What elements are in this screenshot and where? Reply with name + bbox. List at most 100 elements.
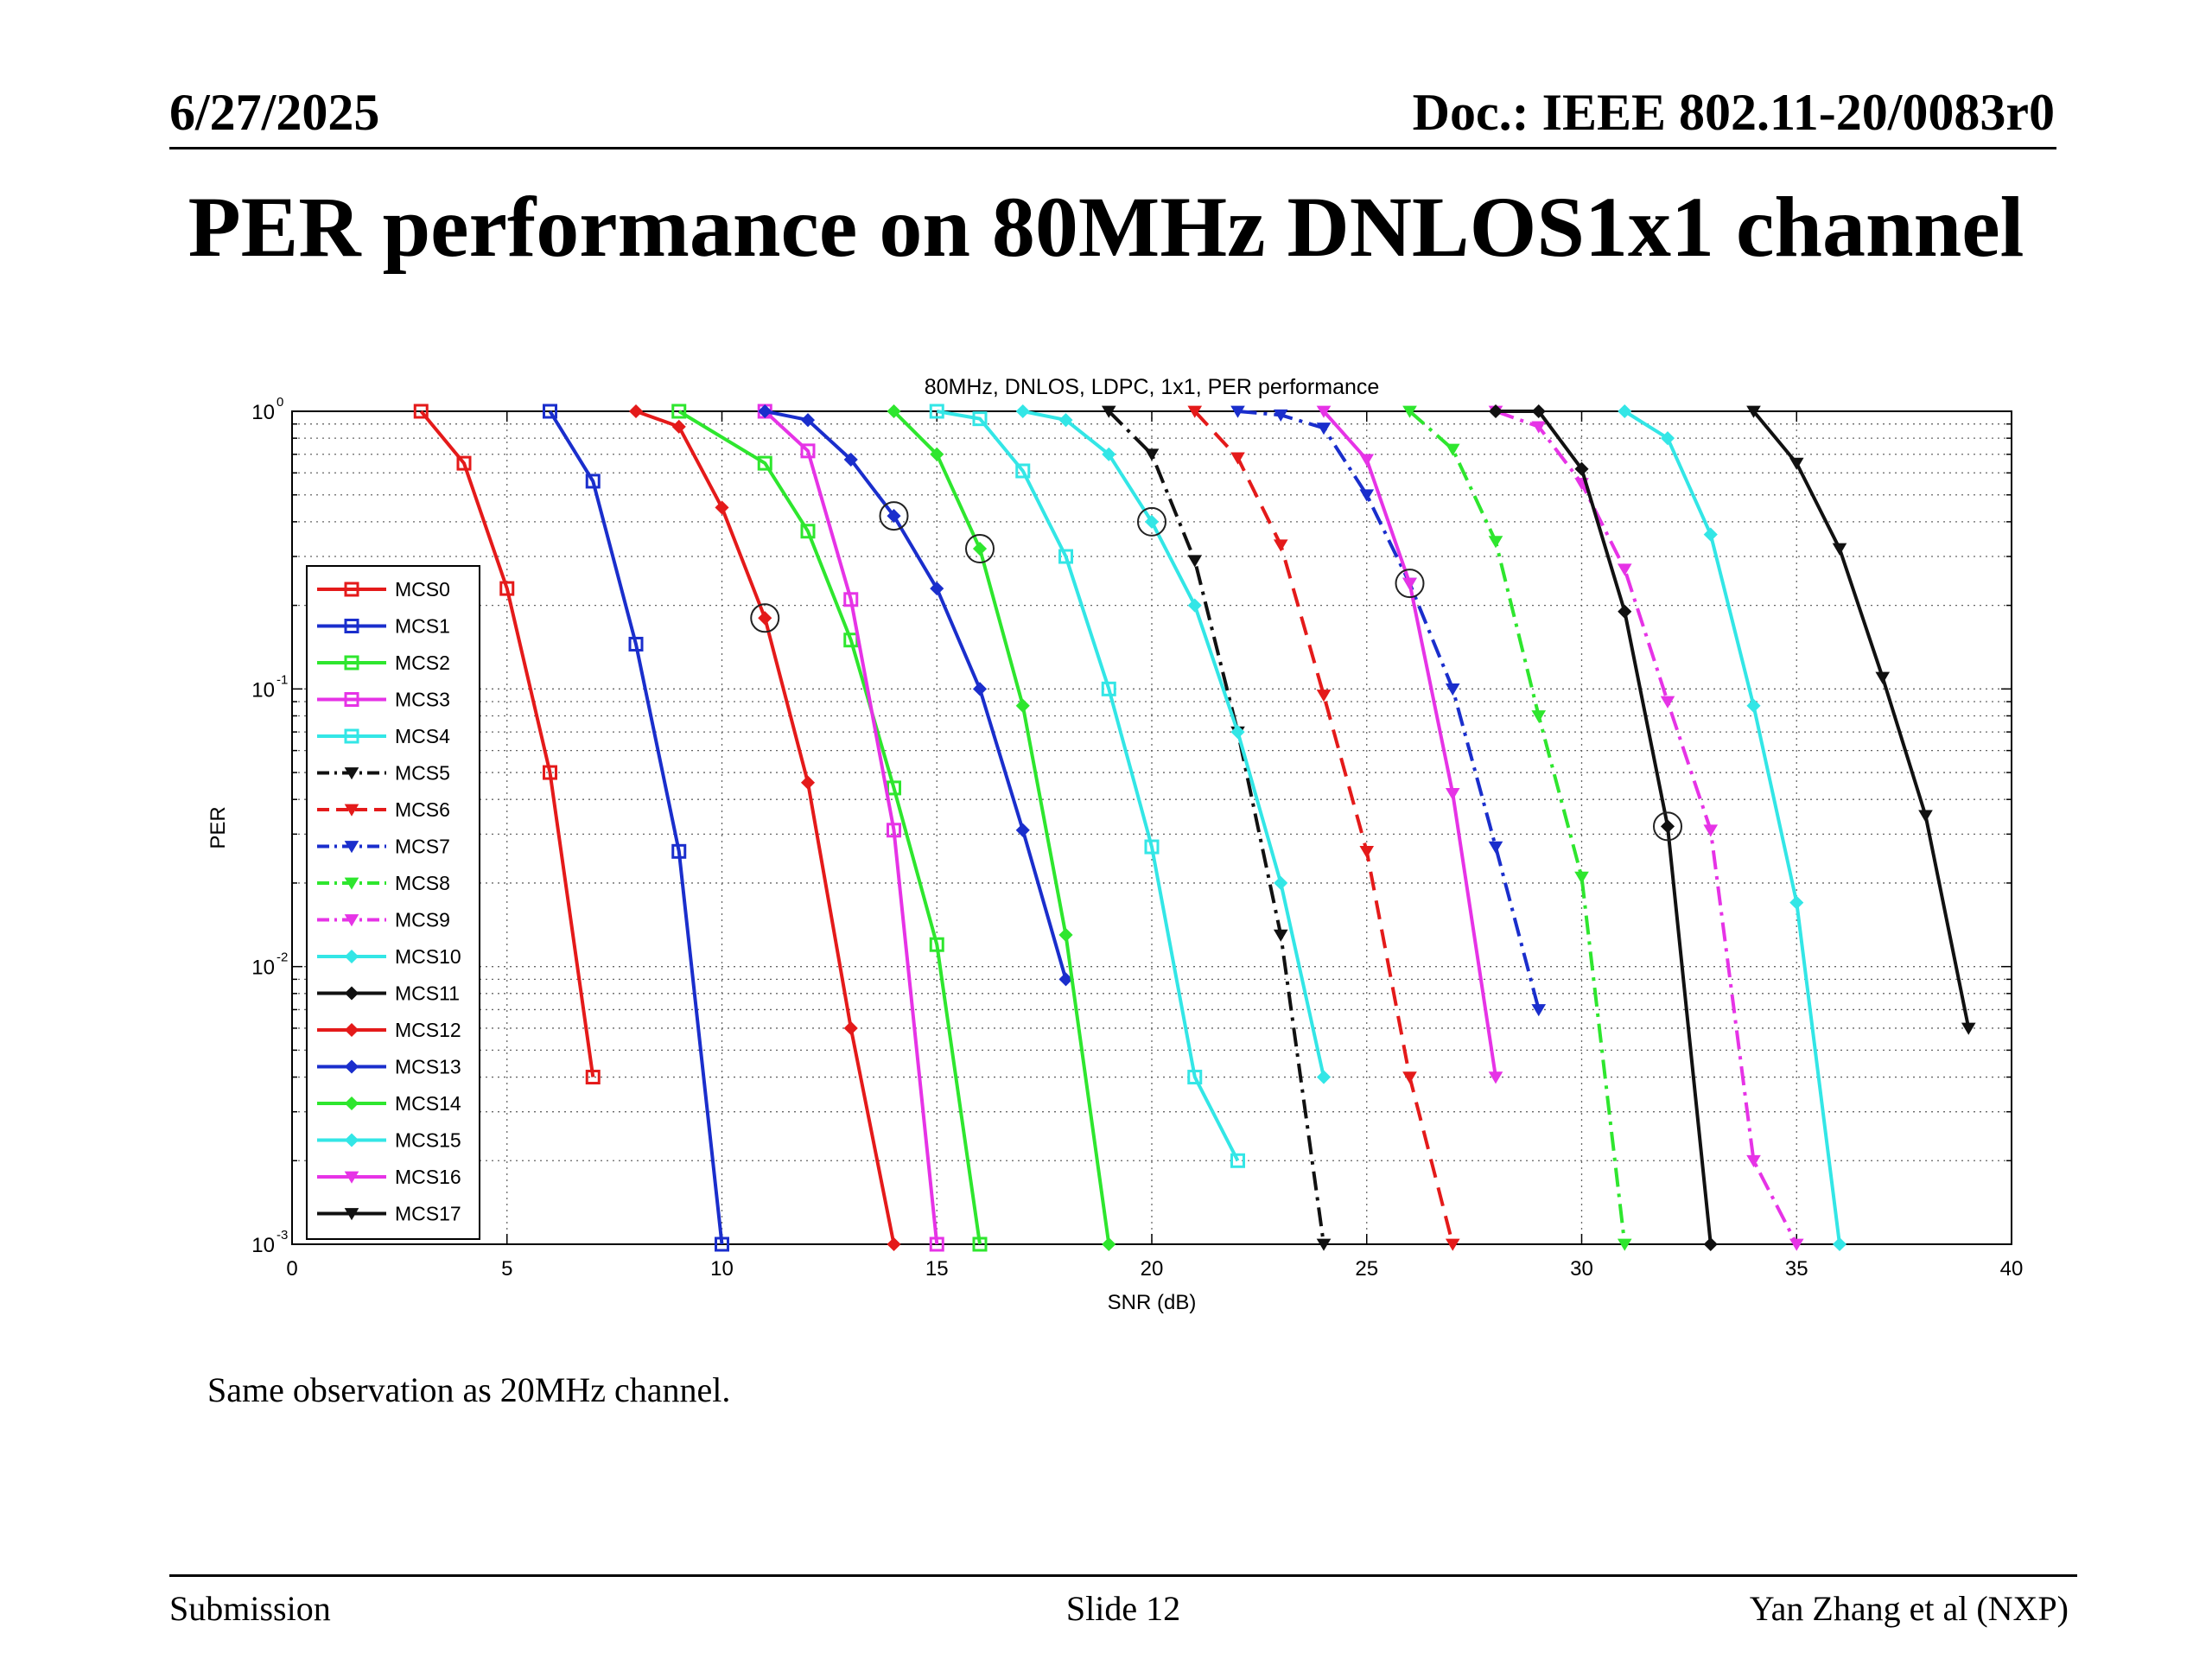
- data-point: [1531, 1004, 1547, 1017]
- data-point: [628, 404, 644, 419]
- legend-marker: [344, 655, 359, 671]
- series-mcs7: [1230, 405, 1547, 1017]
- data-point: [1058, 972, 1073, 987]
- data-point: [972, 1236, 988, 1252]
- series-mcs11: [1488, 404, 1718, 1252]
- data-point: [715, 500, 729, 515]
- series-mcs1: [543, 404, 729, 1252]
- data-point: [1746, 698, 1761, 713]
- legend-marker: [344, 692, 359, 707]
- data-point: [1144, 514, 1160, 529]
- data-point: [1488, 404, 1503, 419]
- series-line: [893, 410, 1111, 1245]
- legend-item: MCS15: [317, 1129, 461, 1152]
- data-point: [1187, 598, 1202, 613]
- y-tick-exponent: -2: [276, 950, 288, 965]
- data-point: [1918, 810, 1933, 823]
- data-point: [543, 765, 557, 780]
- data-point: [800, 413, 816, 428]
- data-point: [671, 404, 687, 419]
- legend-label: MCS7: [395, 836, 450, 858]
- legend-marker: [344, 582, 359, 597]
- data-point: [1660, 431, 1675, 446]
- legend-marker: [344, 767, 359, 780]
- data-point: [413, 404, 429, 419]
- data-point: [757, 455, 772, 471]
- legend-label: MCS1: [395, 615, 450, 638]
- legend-label: MCS8: [395, 872, 450, 894]
- header-divider: [169, 147, 2056, 149]
- data-point: [499, 581, 515, 596]
- legend-marker: [344, 1171, 359, 1184]
- data-point: [758, 611, 772, 626]
- data-point: [887, 404, 901, 419]
- data-point: [1832, 543, 1847, 556]
- data-point: [1101, 405, 1116, 418]
- legend-label: MCS9: [395, 909, 450, 931]
- series-line: [936, 410, 1240, 1162]
- data-point: [1187, 555, 1203, 568]
- data-point: [671, 843, 687, 859]
- data-point: [1274, 875, 1288, 890]
- chart-title: 80MHz, DNLOS, LDPC, 1x1, PER performance: [925, 375, 1380, 399]
- data-point: [1531, 421, 1547, 434]
- y-tick-label: 10: [251, 957, 275, 980]
- data-point: [1359, 454, 1375, 467]
- x-tick-label: 15: [925, 1257, 949, 1281]
- series-mcs16: [1316, 405, 1503, 1084]
- data-point: [1058, 927, 1073, 943]
- data-point: [1316, 423, 1332, 435]
- series-mcs10: [1015, 404, 1332, 1084]
- y-tick-exponent: -3: [276, 1228, 288, 1243]
- series-line: [763, 410, 939, 1245]
- data-point: [1703, 527, 1718, 542]
- series-mcs12: [628, 404, 901, 1252]
- legend-item: MCS2: [317, 652, 450, 674]
- data-point: [843, 1020, 858, 1036]
- data-point: [1660, 819, 1675, 834]
- x-tick-label: 35: [1785, 1257, 1808, 1281]
- legend-marker: [344, 986, 359, 1001]
- series-mcs14: [887, 404, 1116, 1252]
- data-point: [1531, 710, 1547, 723]
- data-point: [843, 452, 858, 467]
- x-axis-label: SNR (dB): [1108, 1291, 1197, 1314]
- data-point: [1402, 577, 1417, 590]
- data-point: [585, 1070, 601, 1085]
- series-mcs0: [413, 404, 601, 1085]
- legend-label: MCS14: [395, 1092, 461, 1115]
- data-point: [929, 1236, 944, 1252]
- legend-box: [306, 565, 480, 1240]
- annotation-circle: [1137, 506, 1166, 537]
- annotation-circle: [750, 603, 780, 633]
- series-line: [1408, 410, 1627, 1245]
- data-point: [1531, 404, 1546, 419]
- y-tick-label: 10: [251, 678, 275, 702]
- legend-item: MCS13: [317, 1056, 461, 1078]
- series-mcs4: [929, 404, 1245, 1168]
- body-text: Same observation as 20MHz channel.: [207, 1370, 731, 1409]
- series-line: [1751, 410, 1971, 1029]
- annotation-circle: [879, 501, 909, 531]
- data-point: [930, 582, 944, 596]
- data-point: [1789, 895, 1804, 910]
- y-tick-exponent: 0: [276, 395, 283, 410]
- data-point: [1359, 489, 1375, 502]
- data-point: [1015, 463, 1031, 479]
- series-mcs13: [758, 404, 1073, 987]
- footer-divider: [169, 1574, 2077, 1577]
- legend-item: MCS11: [317, 982, 460, 1005]
- annotation-circle: [1653, 811, 1682, 842]
- data-point: [1273, 929, 1288, 942]
- data-point: [585, 474, 601, 489]
- x-tick-label: 5: [501, 1257, 512, 1281]
- data-point: [887, 1236, 901, 1252]
- x-tick-label: 20: [1141, 1257, 1164, 1281]
- y-tick-label: 10: [251, 1234, 275, 1257]
- series-line: [1624, 410, 1841, 1245]
- y-tick-label: 10: [251, 401, 275, 424]
- data-point: [1015, 404, 1030, 419]
- data-point: [1402, 405, 1417, 418]
- data-point: [1230, 725, 1245, 740]
- legend-label: MCS11: [395, 982, 460, 1005]
